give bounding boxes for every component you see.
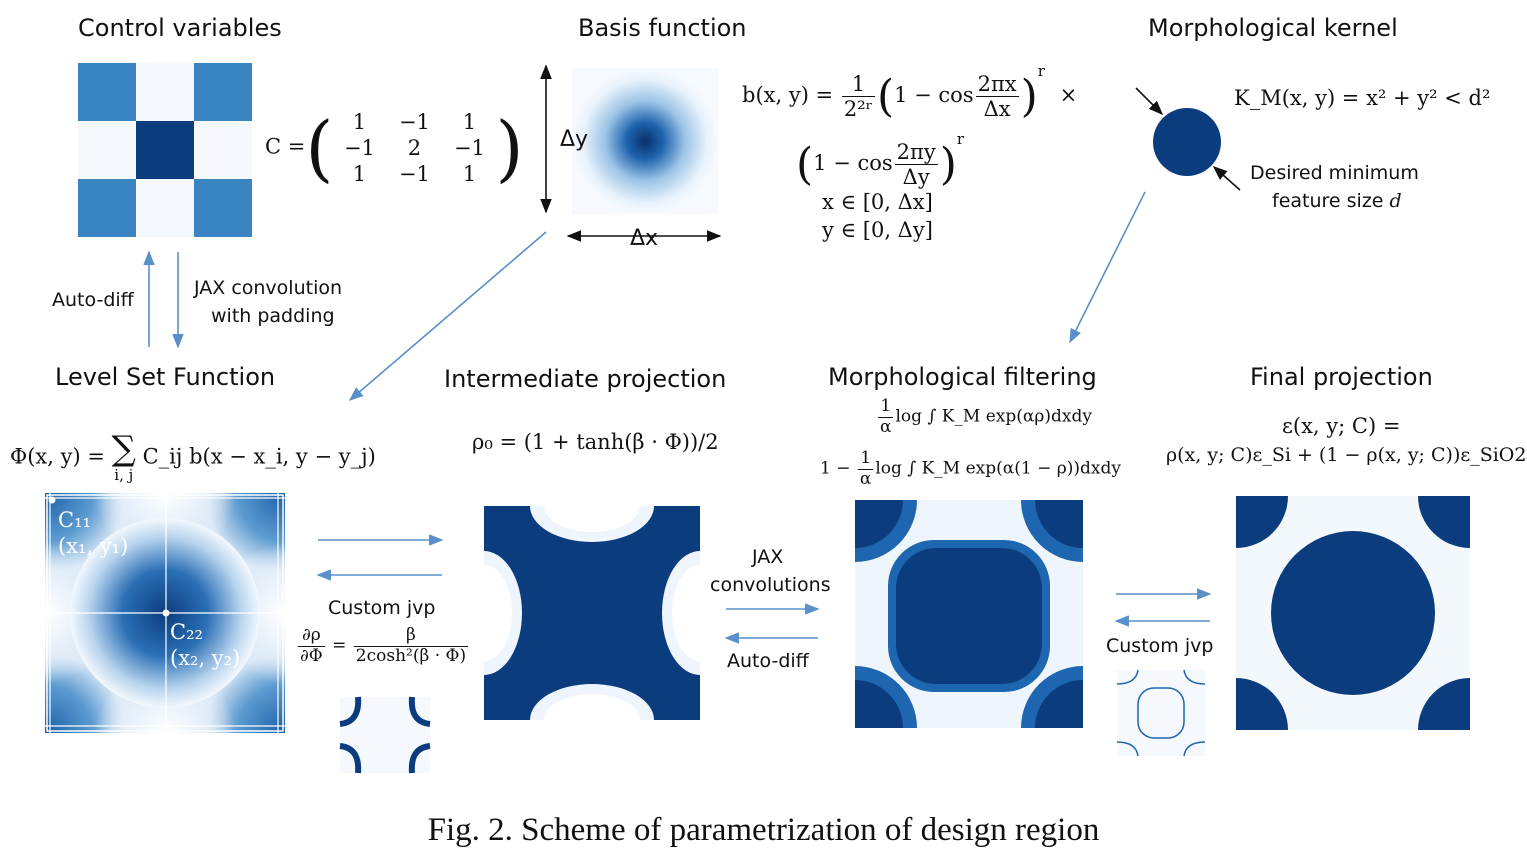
title-level-set: Level Set Function (55, 363, 276, 391)
final-equation-2: ρ(x, y; C)ε_Si + (1 − ρ(x, y; C))ε_SiO2 (1166, 444, 1527, 466)
power-r-2: r (956, 130, 965, 148)
jvp-equals: = (332, 635, 347, 656)
jvp-den: ∂Φ (298, 645, 325, 666)
one-minus-cos-x: 1 − cos (894, 83, 974, 107)
morph-expr-2: log ∫ K_M exp(α(1 − ρ))dxdy (875, 458, 1121, 479)
frac-x-num: 2πx (977, 71, 1017, 96)
frac-y-den: Δy (894, 164, 938, 189)
feature-size-text: feature size (1272, 190, 1384, 212)
custom-jvp-label-2: Custom jvp (1106, 635, 1214, 657)
one-minus-cos-y: 1 − cos (813, 151, 893, 175)
matrix-cell: −1 (398, 110, 430, 134)
jvp-num: ∂ρ (301, 625, 321, 645)
projection-equation: ρ₀ = (1 + tanh(β · Φ))/2 (472, 430, 719, 454)
frac-x-den: Δx (975, 96, 1019, 121)
basis-equation-line2: (1 − cos 2πy Δy)r (796, 130, 965, 190)
matrix-cell: 2 (407, 136, 422, 160)
basis-equation-line1: b(x, y) = 1 2²ʳ (1 − cos 2πx Δx)r × (742, 62, 1078, 122)
level-set-image (45, 493, 285, 733)
title-control-variables: Control variables (78, 14, 282, 42)
basis-lhs: b(x, y) = (742, 83, 834, 107)
matrix-cell: 1 (352, 110, 367, 134)
matrix-grid: 1 −1 1 −1 2 −1 1 −1 1 (333, 110, 495, 186)
kernel-pointer-arrow (1135, 87, 1164, 116)
title-morphological-filtering: Morphological filtering (828, 363, 1097, 391)
level-set-lhs: Φ(x, y) = (10, 444, 105, 469)
morph-frac-num-2: 1 (860, 448, 872, 468)
c11-label: C₁₁ (58, 508, 91, 532)
matrix-cell: 1 (352, 162, 367, 186)
custom-jvp-label: Custom jvp (328, 597, 436, 619)
morph-one-minus: 1 − (820, 458, 851, 479)
jax-convolution-label: JAX convolution (194, 277, 343, 299)
desired-minimum-label: Desired minimum (1250, 162, 1419, 184)
intermediate-projection-image (484, 506, 700, 720)
x1y1-label: (x₁, y₁) (58, 534, 129, 558)
basis-to-levelset-arrow (348, 231, 547, 401)
jvp-filter-derivative-image (1116, 669, 1206, 757)
basis-frac-den: 2²ʳ (841, 96, 875, 121)
jvp-rhs-num: β (406, 625, 416, 645)
morph-equation-1: 1 α log ∫ K_M exp(αρ)dxdy (876, 396, 1092, 437)
level-set-rhs: C_ij b(x − x_i, y − y_j) (142, 444, 376, 469)
basis-frac-num: 1 (851, 71, 866, 96)
feature-size-d: d (1389, 190, 1402, 212)
basis-function-image (572, 68, 718, 214)
title-basis-function: Basis function (578, 14, 747, 42)
morph-frac-num: 1 (880, 396, 892, 416)
matrix-cell: −1 (343, 136, 375, 160)
power-r: r (1037, 62, 1045, 80)
morph-equation-2: 1 − 1 α log ∫ K_M exp(α(1 − ρ))dxdy (820, 448, 1121, 489)
matrix-cell: −1 (453, 136, 485, 160)
auto-diff-label: Auto-diff (52, 289, 134, 311)
kernel-to-filter-arrow (1069, 191, 1146, 344)
sum-symbol: ∑ (111, 429, 136, 469)
morphological-filtering-image (855, 500, 1083, 728)
jvp-rhs-den: 2cosh²(β · Φ) (353, 645, 469, 666)
x2y2-label: (x₂, y₂) (170, 646, 241, 670)
kernel-equation: K_M(x, y) = x² + y² < d² (1234, 86, 1491, 110)
matrix-lhs: C = (265, 134, 306, 159)
jvp-derivative-equation: ∂ρ ∂Φ = β 2cosh²(β · Φ) (296, 625, 470, 666)
morph-frac-den-2: α (857, 468, 874, 489)
figure-caption: Fig. 2. Scheme of parametrization of des… (427, 812, 1100, 848)
frac-y-num: 2πy (896, 139, 936, 164)
sum-index: i, j (114, 466, 134, 484)
feature-size-label: feature size d (1272, 190, 1402, 212)
c22-label: C₂₂ (170, 620, 203, 644)
final-equation-1: ε(x, y; C) = (1282, 414, 1401, 438)
kernel-disk (1153, 108, 1221, 176)
convolutions-label: convolutions (710, 574, 831, 596)
delta-y-label: Δy (560, 127, 589, 152)
matrix-cell: 1 (462, 110, 477, 134)
delta-x-label: Δx (630, 226, 659, 251)
jvp-derivative-image (339, 696, 431, 774)
auto-diff-label-2: Auto-diff (727, 650, 809, 672)
morph-frac-den: α (878, 416, 894, 437)
jax-label: JAX (752, 546, 784, 568)
title-morphological-kernel: Morphological kernel (1148, 14, 1398, 42)
morph-expr-1: log ∫ K_M exp(αρ)dxdy (895, 406, 1092, 427)
title-final-projection: Final projection (1250, 363, 1433, 391)
y-range: y ∈ [0, Δy] (822, 218, 933, 242)
matrix-cell: 1 (462, 162, 477, 186)
times-sign: × (1059, 83, 1078, 107)
with-padding-label: with padding (211, 305, 335, 327)
feature-size-pointer-arrow (1212, 166, 1241, 191)
x-range: x ∈ [0, Δx] (822, 190, 933, 214)
matrix-cell: −1 (398, 162, 430, 186)
control-variables-image (78, 63, 252, 237)
final-projection-image (1236, 496, 1470, 730)
title-intermediate-projection: Intermediate projection (444, 365, 727, 393)
level-set-equation: Φ(x, y) = ∑ i, j C_ij b(x − x_i, y − y_j) (10, 432, 376, 484)
control-matrix: C =( 1 −1 1 −1 2 −1 1 −1 1 ) (265, 106, 524, 190)
